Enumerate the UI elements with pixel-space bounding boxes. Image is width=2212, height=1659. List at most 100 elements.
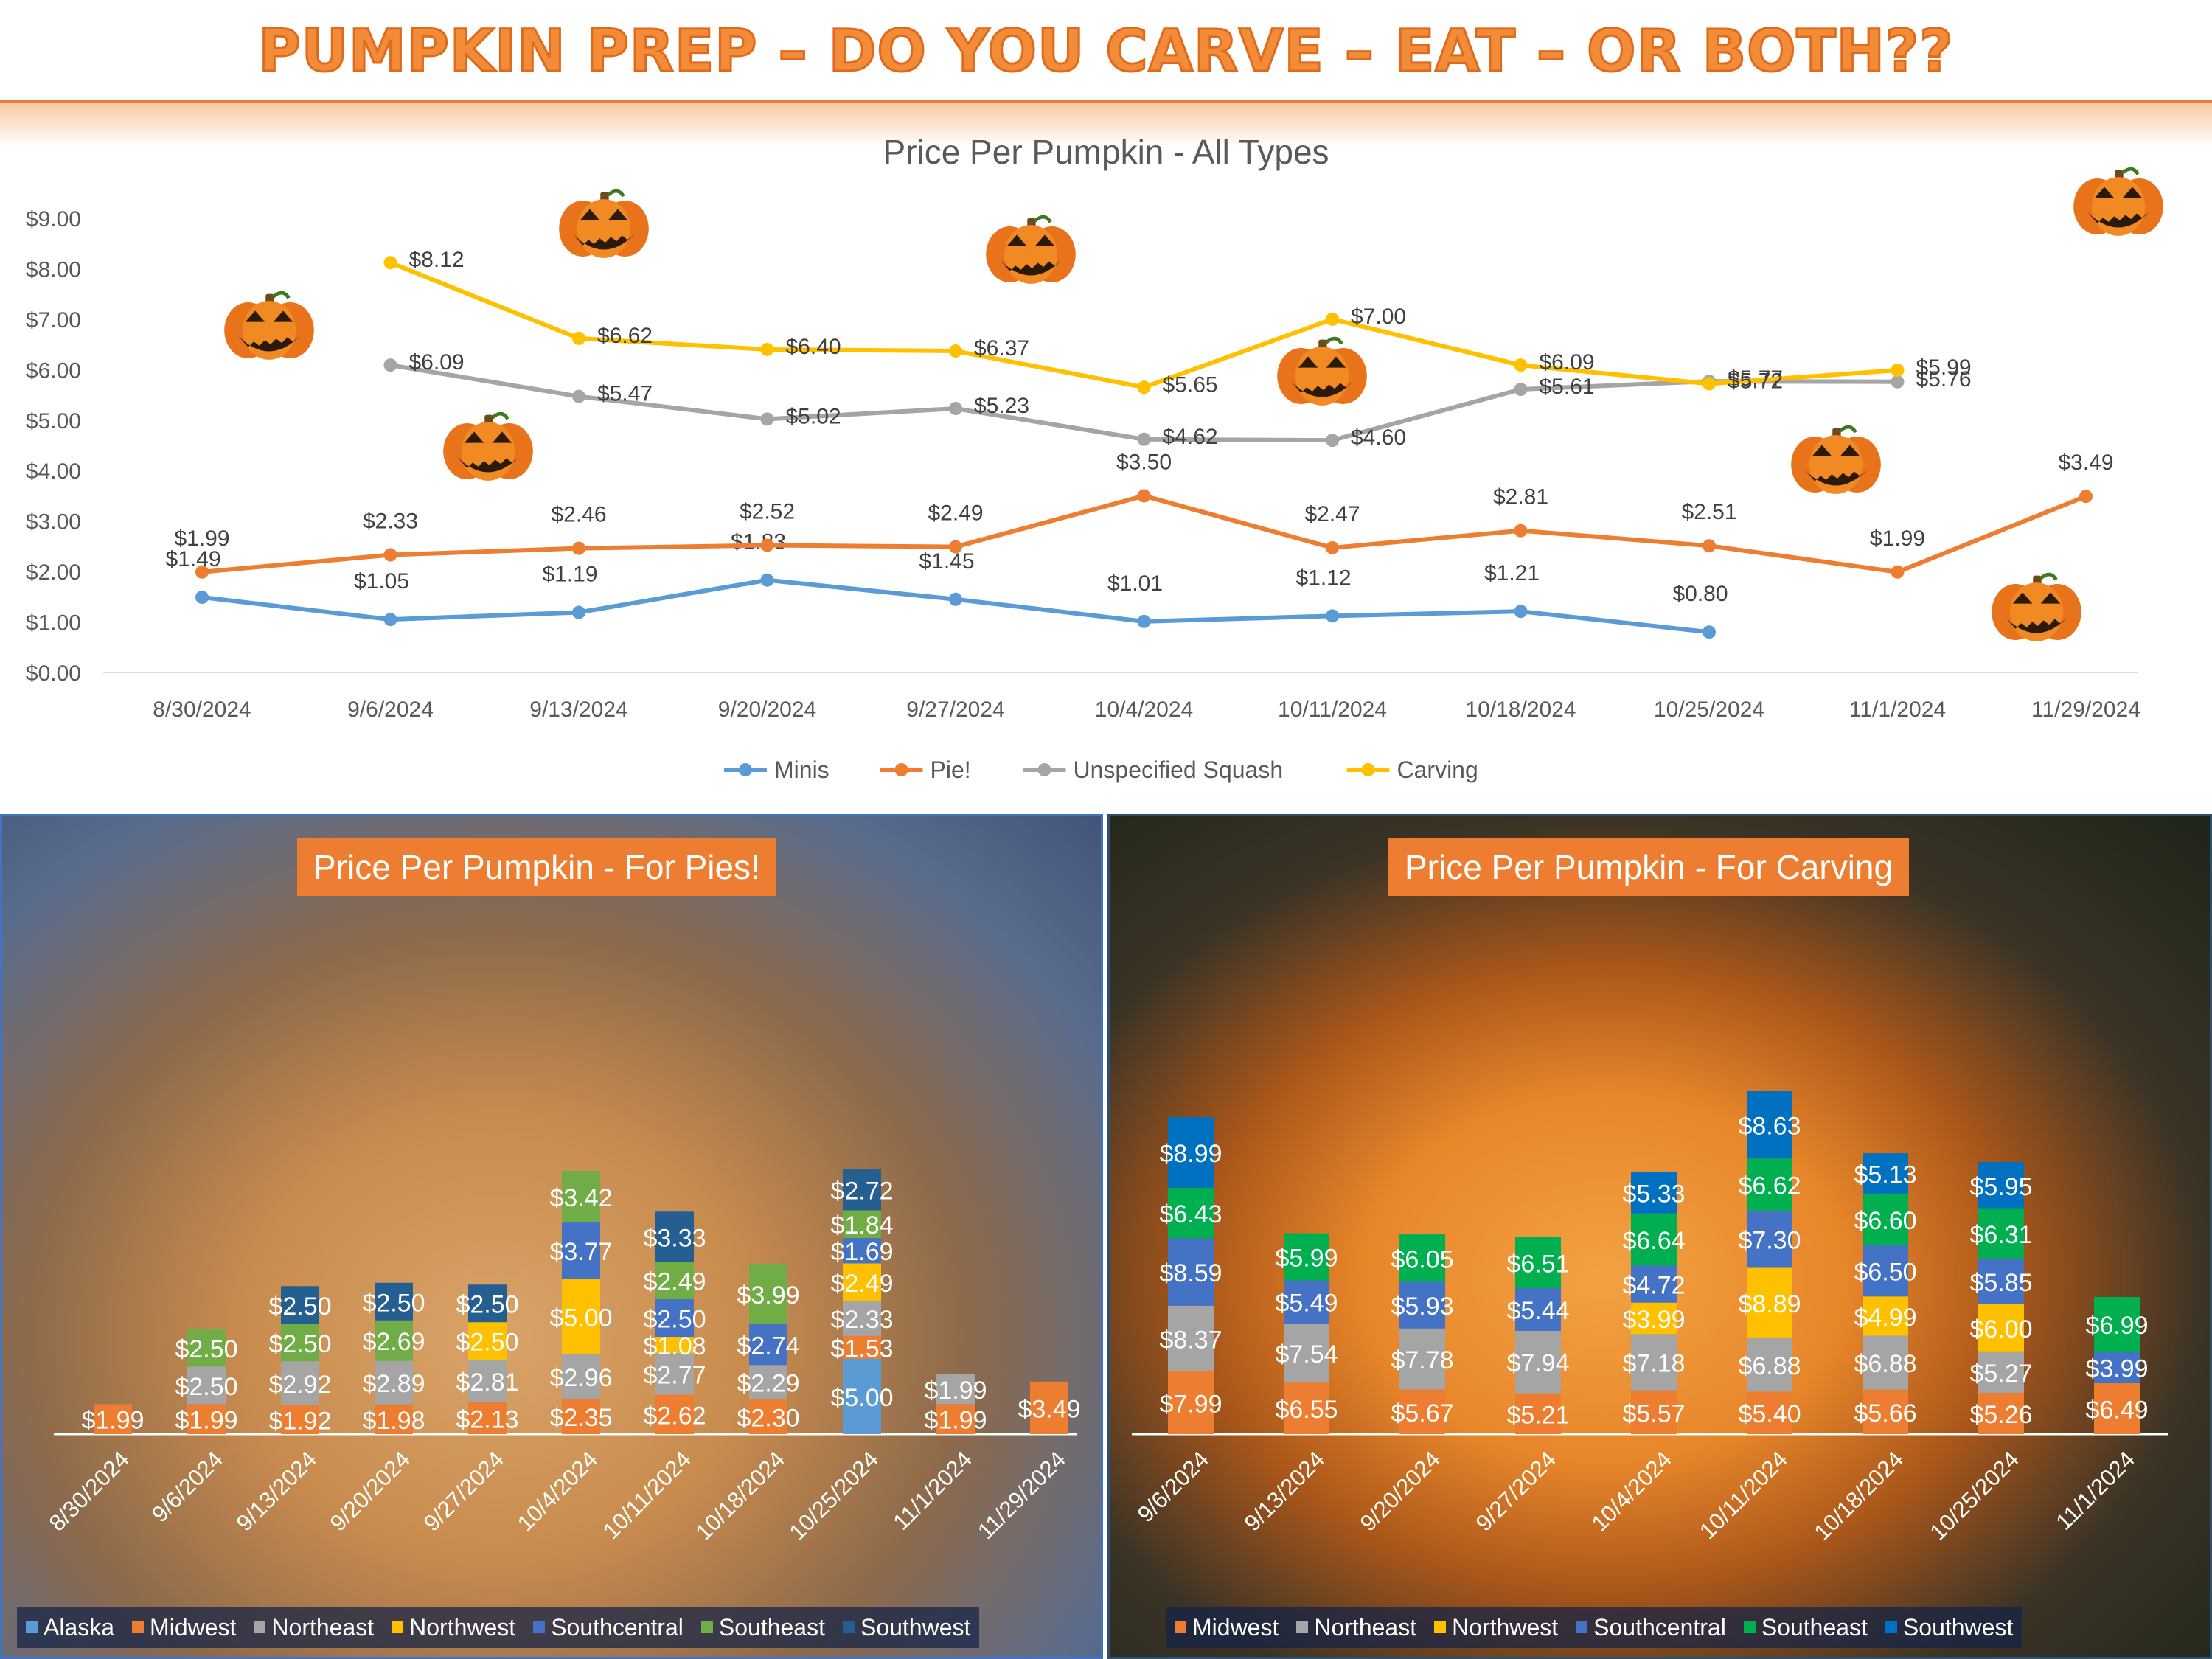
data-point-minis [1137,614,1151,628]
bar-label-northeast: $1.99 [924,1377,987,1405]
bar-segment-southcentral [1631,1265,1677,1303]
bar-segment-northeast [1168,1305,1214,1371]
bar-label-midwest: $2.30 [737,1405,799,1433]
bar-segment-southeast [1515,1237,1561,1289]
data-label-unspecified-squash: $4.62 [1163,425,1218,449]
bar-label-midwest: $6.49 [2085,1396,2148,1424]
data-point-unspecified-squash [1891,375,1905,389]
bar-segment-midwest [94,1404,132,1434]
legend-item-pie: Pie! [880,757,971,783]
bar-label-southcentral: $5.85 [1969,1269,2032,1297]
bar-label-southcentral: $3.77 [549,1238,612,1266]
data-label-carving: $6.37 [974,336,1029,361]
x-tick-label: 11/1/2024 [2051,1446,2140,1535]
data-label-pie: $2.52 [740,500,795,524]
legend-label: Southwest [860,1613,971,1641]
data-point-carving [383,256,397,270]
data-label-carving: $5.65 [1163,372,1218,397]
data-label-minis: $1.12 [1295,566,1351,590]
data-point-carving [1514,358,1528,372]
x-tick-label: 8/30/2024 [44,1446,134,1536]
data-label-pie: $1.99 [1870,526,1925,551]
legend-swatch [132,1621,145,1633]
data-label-carving: $6.09 [1540,350,1595,375]
bar-segment-northeast [749,1365,787,1400]
bar-segment-southeast [187,1329,226,1367]
bar-label-midwest: $5.67 [1391,1399,1453,1427]
data-label-unspecified-squash: $6.09 [409,350,465,375]
bar-segment-southeast [562,1171,600,1222]
bar-label-northwest: $4.99 [1854,1304,1916,1332]
data-point-pie [1703,539,1716,553]
y-tick-label: $2.00 [26,560,81,585]
bar-label-northwest: $6.00 [1969,1315,2032,1343]
bar-label-southeast: $6.51 [1506,1250,1569,1278]
x-tick-label: 11/29/2024 [2031,698,2140,722]
bar-segment-southeast [749,1264,787,1324]
legend-item-southcentral: Southcentral [1576,1614,1726,1641]
data-label-unspecified-squash: $4.60 [1351,425,1406,450]
legend-label: Southeast [1761,1613,1868,1641]
data-label-unspecified-squash: $5.76 [1916,367,1972,392]
bar-label-midwest: $2.62 [643,1402,706,1430]
legend-item-minis: Minis [724,757,830,783]
bar-segment-southwest [375,1282,413,1321]
data-label-carving: $5.99 [1916,355,1972,380]
bar-segment-northwest [1631,1302,1677,1335]
legend-item-unspecified-squash: Unspecified Squash [1023,757,1283,783]
legend-item-alaska: Alaska [26,1614,114,1641]
bar-label-northeast: $8.37 [1159,1326,1222,1354]
data-point-unspecified-squash [572,389,585,403]
data-label-unspecified-squash: $5.47 [597,382,653,406]
data-point-unspecified-squash [949,402,962,416]
bar-segment-northeast [1631,1334,1677,1391]
data-point-pie [1137,489,1151,503]
x-tick-label: 10/4/2024 [512,1446,602,1536]
jack-o-lantern-icon [2073,167,2163,236]
x-tick-label: 10/11/2024 [1694,1446,1792,1544]
bar-label-southwest: $3.33 [643,1224,706,1252]
bar-label-southwest: $2.50 [456,1291,518,1319]
data-label-carving: $8.12 [409,248,465,272]
stacked-bar-chart-pies: $1.998/30/2024$1.99$2.50$2.509/6/2024$1.… [44,1169,1081,1545]
bar-segment-southcentral [1747,1210,1792,1268]
bar-segment-northeast [843,1301,881,1336]
data-point-pie [1891,565,1905,579]
bar-label-southwest: $5.95 [1969,1173,2032,1201]
data-point-carving [1326,312,1339,326]
bar-segment-southeast [843,1210,881,1238]
bar-segment-midwest [281,1405,319,1434]
bar-segment-northwest [562,1279,600,1354]
y-tick-label: $6.00 [26,358,81,383]
carving-chart-legend: Midwest Northeast Northwest Southcentral Sou… [1166,1607,2023,1648]
bar-label-southeast: $2.69 [362,1328,425,1356]
legend-swatch [1175,1621,1186,1633]
data-point-minis [1514,605,1528,619]
bar-label-midwest: $1.98 [362,1407,425,1435]
data-label-minis: $1.19 [542,563,597,587]
x-tick-label: 10/4/2024 [1587,1446,1677,1536]
bar-segment-midwest [1030,1381,1068,1434]
bar-segment-midwest [936,1404,975,1434]
pie-chart-legend: Alaska Midwest Northeast Northwest Southcent… [17,1607,980,1648]
legend-swatch [842,1621,855,1633]
data-point-carving [1891,364,1905,378]
data-label-carving: $5.72 [1728,369,1783,393]
bar-segment-southwest [1978,1162,2024,1209]
bar-segment-southeast [1863,1193,1908,1246]
bar-segment-southeast [655,1262,694,1300]
svg-text:Carving: Carving [1397,757,1478,783]
bar-label-southcentral: $5.44 [1506,1297,1569,1325]
bar-segment-midwest [562,1399,600,1434]
bar-label-northeast: $5.27 [1969,1360,2032,1388]
bar-label-midwest: $5.26 [1969,1401,2032,1429]
x-tick-label: 10/11/2024 [598,1446,696,1544]
bar-segment-southwest [655,1211,694,1262]
bar-label-midwest: $1.92 [268,1407,331,1435]
bar-segment-midwest [655,1394,694,1434]
bar-label-southwest: $2.50 [268,1293,331,1321]
series-line-minis [201,577,1710,635]
bar-label-midwest: $5.66 [1854,1399,1916,1427]
bar-label-southcentral: $3.99 [2085,1355,2148,1383]
bar-label-southeast: $1.84 [830,1211,893,1239]
